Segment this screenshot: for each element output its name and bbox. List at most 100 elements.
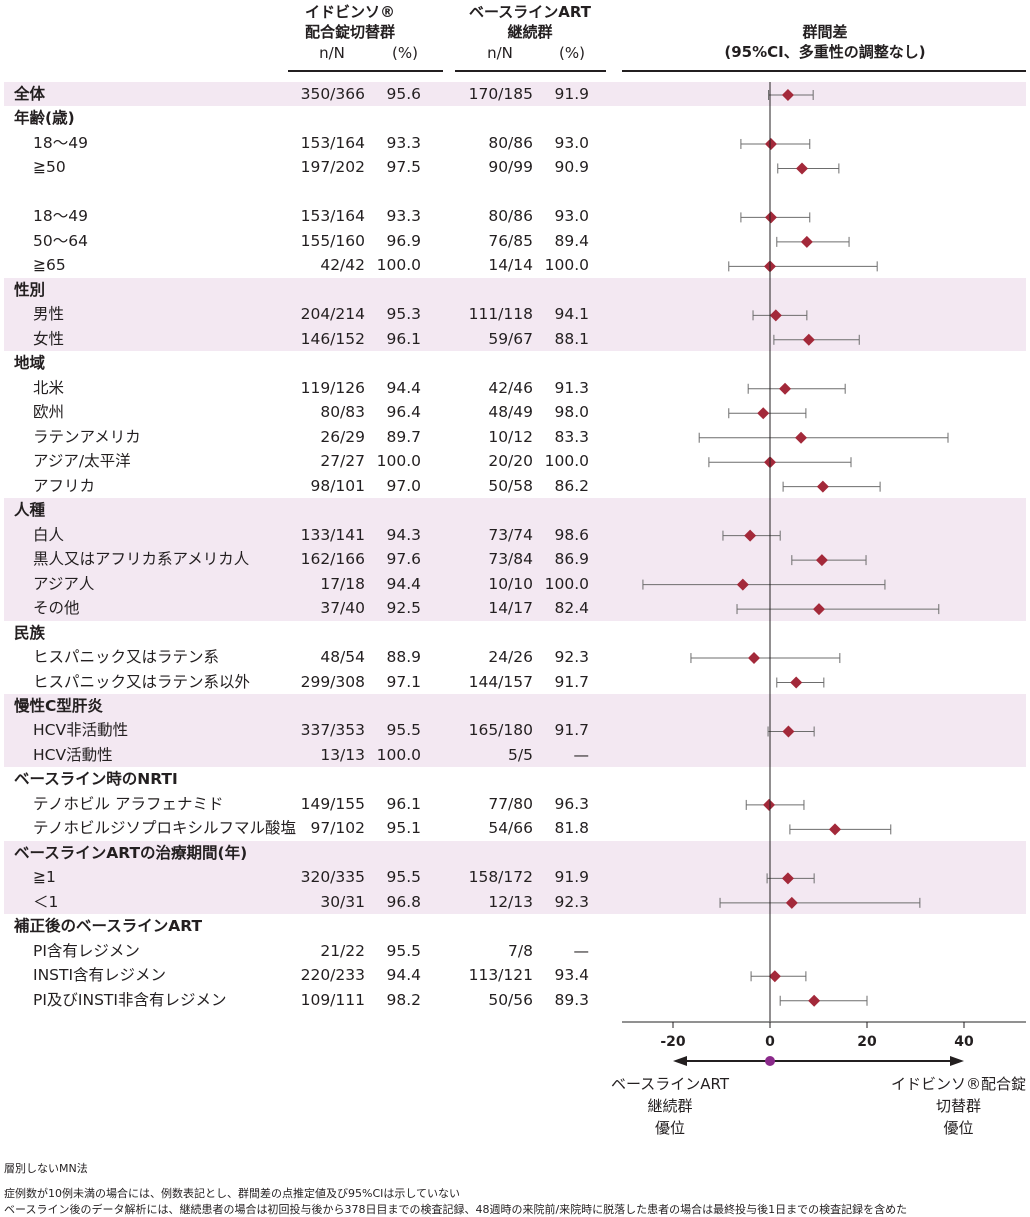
row-group-label: 人種 bbox=[14, 501, 46, 520]
group1-nN: 133/141 bbox=[300, 525, 365, 544]
row-label: ≧65 bbox=[33, 256, 66, 275]
right-label-line1: イドビンソ®配合錠 bbox=[890, 1075, 1026, 1093]
row-label: 女性 bbox=[33, 329, 65, 348]
group1-nN: 153/164 bbox=[300, 207, 365, 226]
x-tick-label: 40 bbox=[954, 1034, 974, 1050]
group1-nN: 320/335 bbox=[300, 868, 365, 887]
group1-pct: 100.0 bbox=[376, 745, 421, 764]
group1-pct: 97.5 bbox=[386, 158, 421, 177]
group2-pct: 90.9 bbox=[554, 158, 589, 177]
group1-pct: 97.1 bbox=[386, 672, 421, 691]
group1-nN: 146/152 bbox=[300, 329, 365, 348]
row-group-label: 補正後のベースラインART bbox=[14, 917, 203, 936]
group1-pct: 93.3 bbox=[386, 207, 421, 226]
group1-pct: 94.4 bbox=[386, 574, 421, 593]
group1-nN: 119/126 bbox=[300, 378, 365, 397]
group2-nN: 50/56 bbox=[488, 990, 533, 1009]
row-group-label: 年齢(歳) bbox=[14, 109, 75, 128]
row-group-label: ベースラインARTの治療期間(年) bbox=[14, 843, 248, 862]
group1-pct: 97.0 bbox=[386, 476, 421, 495]
left-label-line1: ベースラインART bbox=[610, 1075, 729, 1093]
group2-nN: 80/86 bbox=[488, 133, 533, 152]
group1-nN: 204/214 bbox=[300, 305, 365, 324]
group2-nN: 77/80 bbox=[488, 794, 533, 813]
group1-pct: 96.1 bbox=[386, 794, 421, 813]
point-estimate-diamond bbox=[763, 798, 776, 811]
highlight-band bbox=[4, 694, 1026, 768]
group2-nN: 59/67 bbox=[488, 329, 533, 348]
group2-nN: 90/99 bbox=[488, 158, 533, 177]
group1-pct: 100.0 bbox=[376, 452, 421, 471]
point-estimate-diamond bbox=[764, 137, 777, 150]
row-label: その他 bbox=[33, 599, 80, 618]
group1-title: イドビンソ® 配合錠切替群 bbox=[290, 2, 410, 42]
group1-nN: 17/18 bbox=[320, 574, 365, 593]
group2-nN: 10/10 bbox=[488, 574, 533, 593]
group2-pct: 98.6 bbox=[554, 525, 589, 544]
group1-pct: 94.4 bbox=[386, 966, 421, 985]
group1-nN: 48/54 bbox=[320, 648, 365, 667]
group2-pct: 82.4 bbox=[554, 599, 589, 618]
left-favors-label: ベースラインART 継続群 優位 bbox=[600, 1073, 740, 1139]
right-favors-label: イドビンソ®配合錠 切替群 優位 bbox=[887, 1073, 1030, 1139]
group1-nN: 153/164 bbox=[300, 133, 365, 152]
group2-nN: 158/172 bbox=[468, 868, 533, 887]
group2-nN-header: n/N bbox=[487, 44, 513, 62]
point-estimate-diamond bbox=[828, 823, 841, 836]
point-estimate-diamond bbox=[744, 529, 757, 542]
group2-pct: 98.0 bbox=[554, 403, 589, 422]
group2-pct: 100.0 bbox=[544, 452, 589, 471]
group2-title-line1: ベースラインART bbox=[469, 3, 591, 21]
group1-nN: 42/42 bbox=[320, 256, 365, 275]
group1-nN: 337/353 bbox=[300, 721, 365, 740]
point-estimate-diamond bbox=[795, 431, 808, 444]
group2-title-line2: 継続群 bbox=[507, 23, 553, 41]
right-label-line2: 切替群 bbox=[935, 1097, 981, 1115]
left-label-line3: 優位 bbox=[654, 1119, 685, 1137]
group1-pct: 96.9 bbox=[386, 231, 421, 250]
difference-title-line2: (95%CI、多重性の調整なし) bbox=[724, 43, 926, 61]
x-tick-label: 20 bbox=[857, 1034, 877, 1050]
group2-pct: 96.3 bbox=[554, 794, 589, 813]
difference-title: 群間差 (95%CI、多重性の調整なし) bbox=[640, 22, 1010, 62]
row-group-label: 性別 bbox=[14, 280, 46, 299]
point-estimate-diamond bbox=[796, 162, 809, 175]
group2-pct: 93.0 bbox=[554, 133, 589, 152]
row-label: 男性 bbox=[33, 305, 65, 324]
group1-pct: 95.6 bbox=[386, 85, 421, 103]
group1-pct: 95.5 bbox=[386, 721, 421, 740]
row-label: INSTI含有レジメン bbox=[33, 966, 167, 985]
group2-nN: 10/12 bbox=[488, 427, 533, 446]
group2-nN: 54/66 bbox=[488, 819, 533, 838]
group2-pct: 91.7 bbox=[554, 721, 589, 740]
group2-nN: 14/14 bbox=[488, 256, 533, 275]
point-estimate-diamond bbox=[781, 89, 794, 101]
group2-pct: 92.3 bbox=[554, 648, 589, 667]
group1-nN: 13/13 bbox=[320, 745, 365, 764]
row-label: ≧50 bbox=[33, 158, 66, 177]
difference-underline bbox=[622, 70, 1026, 72]
group2-pct: 86.2 bbox=[554, 476, 589, 495]
group2-nN: 14/17 bbox=[488, 599, 533, 618]
group2-title: ベースラインART 継続群 bbox=[460, 2, 600, 42]
group1-nN: 109/111 bbox=[300, 990, 365, 1009]
point-estimate-diamond bbox=[768, 970, 781, 983]
row-label: 50〜64 bbox=[33, 231, 88, 250]
group1-nN: 162/166 bbox=[300, 550, 365, 569]
row-group-label: 民族 bbox=[14, 623, 46, 642]
group2-nN: 50/58 bbox=[488, 476, 533, 495]
group1-pct: 96.4 bbox=[386, 403, 421, 422]
point-estimate-diamond bbox=[815, 554, 828, 567]
point-estimate-diamond bbox=[790, 676, 803, 689]
row-label: アフリカ bbox=[33, 476, 96, 495]
group1-pct: 95.1 bbox=[386, 819, 421, 838]
row-group-label: 慢性C型肝炎 bbox=[14, 697, 103, 715]
group1-nN: 149/155 bbox=[300, 794, 365, 813]
difference-title-line1: 群間差 bbox=[802, 23, 848, 41]
group2-pct: 100.0 bbox=[544, 256, 589, 275]
row-label: PI含有レジメン bbox=[33, 941, 140, 960]
row-label: 18〜49 bbox=[33, 133, 88, 152]
group2-pct: 94.1 bbox=[554, 305, 589, 324]
group2-pct: 93.4 bbox=[554, 966, 589, 985]
